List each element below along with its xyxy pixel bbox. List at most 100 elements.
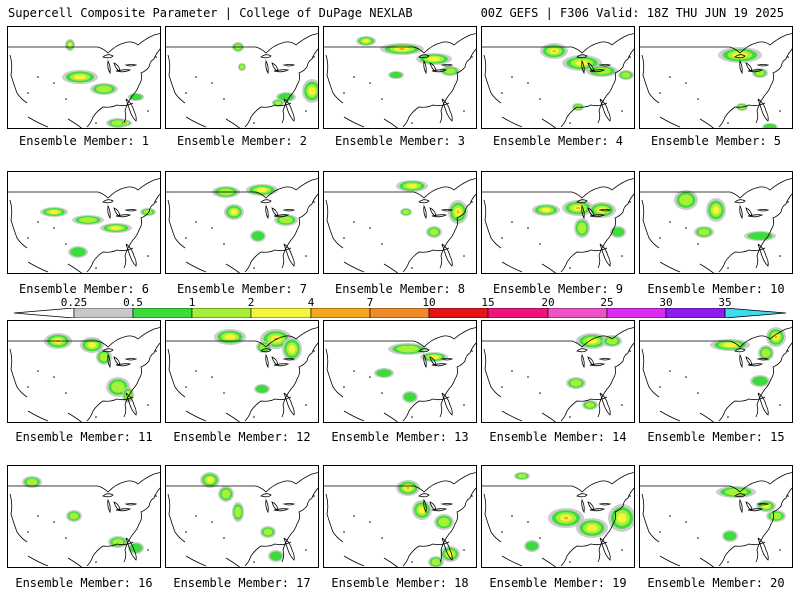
map-detail [669, 370, 671, 372]
great-lake-outline [271, 501, 279, 511]
map-detail [697, 98, 699, 100]
map-detail [305, 404, 307, 406]
map-detail [501, 92, 503, 94]
map-detail [65, 98, 67, 100]
coastline [123, 48, 160, 124]
map-detail [353, 370, 355, 372]
map-detail [27, 531, 29, 533]
scp-contour [49, 210, 59, 214]
scp-contour [679, 194, 693, 206]
map-detail [381, 98, 383, 100]
coastline [483, 54, 502, 104]
map-detail [53, 376, 55, 378]
map-detail [779, 404, 781, 406]
scp-contour [263, 528, 273, 536]
legend-tick-label: 0.25 [60, 296, 88, 309]
great-lake-outline [598, 209, 612, 212]
great-lake-outline [423, 353, 427, 369]
great-lake-outline [429, 207, 437, 217]
us-canada-border [166, 178, 318, 199]
great-lake-outline [273, 508, 290, 512]
map-detail [65, 243, 67, 245]
run-valid-time: 00Z GEFS | F306 Valid: 18Z THU JUN 19 20… [480, 6, 784, 20]
great-lake-outline [745, 501, 753, 511]
ensemble-member-label: Ensemble Member: 9 [492, 282, 624, 296]
map-detail [305, 549, 307, 551]
great-lake-outline [418, 199, 430, 204]
great-lake-outline [115, 69, 132, 73]
great-lake-outline [747, 508, 764, 512]
map-detail [147, 404, 149, 406]
great-lake-outline [440, 503, 454, 506]
coastline [281, 487, 318, 563]
great-lake-outline [747, 363, 764, 367]
coastline [402, 396, 450, 422]
ensemble-map-panel [7, 465, 161, 568]
legend-tick-label: 25 [600, 296, 614, 309]
great-lake-outline [739, 498, 743, 514]
legend-tick-label: 1 [188, 296, 196, 309]
coastline [718, 102, 766, 128]
coastline [281, 342, 318, 418]
map-detail [629, 350, 631, 352]
map-detail [211, 227, 213, 229]
map-title: Supercell Composite Parameter | College … [8, 6, 413, 20]
coastline [501, 410, 557, 422]
ensemble-map-panel [323, 171, 477, 274]
map-detail [305, 255, 307, 257]
map-detail [147, 549, 149, 551]
coastline [441, 243, 453, 267]
map-detail [95, 416, 97, 418]
scp-contour [761, 348, 771, 358]
coastline [244, 396, 292, 422]
ensemble-map-panel [323, 26, 477, 129]
ensemble-map-panel [165, 465, 319, 568]
coastline [27, 410, 83, 422]
great-lake-outline [271, 207, 279, 217]
great-lake-outline [747, 69, 764, 73]
great-lake-outline [756, 503, 770, 506]
map-detail [211, 521, 213, 523]
coastline [560, 102, 608, 128]
map-detail [411, 267, 413, 269]
great-lake-outline [423, 498, 427, 514]
scp-contour [111, 381, 125, 393]
great-lake-outline [418, 54, 430, 59]
coastline [501, 555, 557, 567]
great-lake-outline [124, 209, 138, 212]
scp-contour [112, 538, 124, 546]
ensemble-member-label: Ensemble Member: 5 [650, 134, 782, 148]
map-detail [669, 515, 671, 517]
great-lake-outline [107, 59, 111, 75]
coastline [755, 342, 792, 418]
map-detail [343, 237, 345, 239]
great-lake-outline [124, 503, 138, 506]
coastline [167, 199, 186, 249]
scp-contour [396, 345, 420, 353]
great-lake-outline [107, 498, 111, 514]
map-detail [369, 521, 371, 523]
ensemble-member-label: Ensemble Member: 19 [489, 576, 627, 590]
coastline [185, 555, 241, 567]
legend-tick-label: 2 [247, 296, 255, 309]
coastline [441, 98, 453, 122]
map-detail [27, 237, 29, 239]
coastline [125, 537, 137, 561]
legend-color-bin [310, 308, 371, 318]
scp-contour [26, 478, 38, 486]
conus-map [166, 33, 318, 128]
great-lake-outline [756, 358, 770, 361]
scp-contour [406, 183, 418, 189]
map-detail [95, 267, 97, 269]
great-lake-outline [107, 353, 111, 369]
map-detail [463, 404, 465, 406]
coastline [483, 348, 502, 398]
scp-contour [444, 68, 456, 74]
coastline [641, 493, 660, 543]
scp-contour [110, 226, 122, 230]
legend-color-bin [191, 308, 252, 318]
us-canada-border [640, 33, 792, 54]
scp-contour [251, 231, 265, 241]
map-detail [53, 227, 55, 229]
map-detail [569, 561, 571, 563]
